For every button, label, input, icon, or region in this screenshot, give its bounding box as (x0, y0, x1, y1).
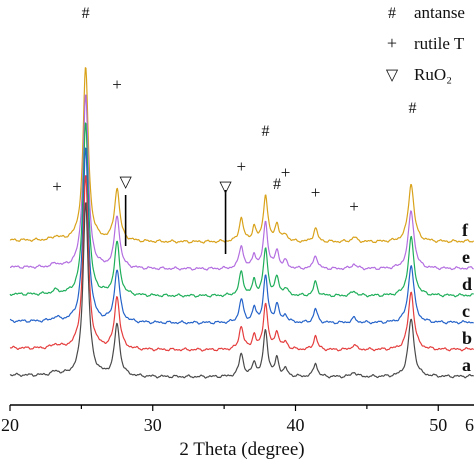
anatase-marker: # (409, 100, 417, 117)
legend-symbol-antanse: # (388, 5, 396, 22)
x-tick-label: 40 (287, 415, 305, 435)
anatase-marker: # (262, 123, 270, 140)
x-tick-label: 20 (1, 415, 19, 435)
rutile-marker: + (236, 157, 246, 176)
rutile-marker: + (311, 183, 321, 202)
series-label-d: d (462, 274, 472, 294)
ruo2-marker-lines (124, 190, 227, 254)
series-label-f: f (462, 220, 469, 240)
peak-markers: #++▽▽+##+++##+# (52, 5, 417, 216)
series-line-d (9, 122, 474, 298)
legend: # antanse + rutile T ▽ RuO₂ (386, 3, 465, 84)
series-line-a (9, 202, 474, 379)
x-tick-label: 30 (144, 415, 162, 435)
rutile-marker: + (349, 197, 359, 216)
anatase-marker: # (273, 176, 281, 193)
series-label-c: c (462, 301, 470, 321)
legend-label-rutile: rutile T (414, 34, 465, 53)
series-line-c (9, 147, 474, 325)
series-label-e: e (462, 247, 470, 267)
rutile-marker: + (52, 177, 62, 196)
series-layer (9, 67, 474, 379)
x-ticks: 20 30 40 50 60 (1, 405, 474, 435)
legend-label-antanse: antanse (414, 3, 465, 22)
ruo2-marker: ▽ (119, 174, 132, 191)
legend-symbol-rutile: + (387, 33, 397, 53)
legend-symbol-ruo2: ▽ (386, 67, 399, 84)
series-line-e (9, 94, 474, 271)
anatase-marker: # (82, 5, 90, 22)
x-axis-title: 2 Theta (degree) (179, 439, 304, 460)
series-label-a: a (462, 355, 471, 375)
ruo2-marker: ▽ (219, 179, 232, 196)
series-label-b: b (462, 328, 472, 348)
rutile-marker: + (112, 75, 122, 94)
x-tick-label: 60 (465, 415, 474, 435)
rutile-marker: + (281, 163, 291, 182)
x-tick-label: 50 (429, 415, 447, 435)
legend-label-ruo2: RuO₂ (414, 65, 452, 84)
series-line-f (9, 67, 474, 244)
series-line-b (9, 175, 474, 352)
